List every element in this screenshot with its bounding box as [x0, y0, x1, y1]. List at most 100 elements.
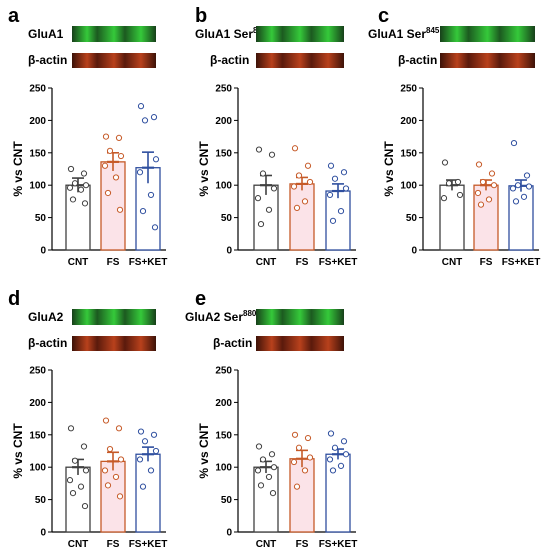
bar-fs-ket [325, 453, 351, 533]
data-point [290, 458, 298, 466]
data-point [293, 204, 301, 211]
data-point [71, 180, 79, 187]
bar-fs-ket [325, 190, 351, 251]
data-point [106, 147, 114, 154]
y-tick-label: 100 [215, 181, 232, 192]
data-point [456, 191, 464, 199]
x-category-label: FS [107, 257, 120, 268]
data-point [514, 182, 522, 189]
y-tick-label: 0 [40, 246, 46, 257]
bar-fs-ket [508, 185, 534, 251]
data-point [257, 220, 265, 228]
data-point [509, 185, 517, 192]
blot-target-label: GluA1 [28, 27, 64, 41]
blot-loading-label: β-actin [28, 53, 67, 67]
blot-target-label: GluA2 Ser880 [185, 309, 257, 324]
blot-loading-band [72, 53, 156, 68]
y-tick-label: 200 [400, 116, 417, 127]
data-point [80, 443, 88, 450]
data-point [102, 417, 110, 424]
blot-target-band [440, 26, 535, 42]
data-point [139, 483, 147, 490]
data-point [291, 145, 299, 152]
data-point [82, 182, 90, 189]
data-point [150, 431, 158, 438]
y-tick-label: 50 [35, 495, 47, 506]
data-point [104, 482, 112, 489]
data-point [115, 134, 123, 141]
y-tick-label: 200 [215, 116, 232, 127]
data-point [77, 186, 85, 193]
blot-target-band [72, 309, 156, 325]
data-point [150, 114, 158, 121]
x-category-label: FS+KET [319, 539, 358, 550]
x-category-label: FS [480, 257, 493, 268]
data-point [254, 195, 262, 202]
data-point [255, 443, 263, 450]
data-point [293, 483, 301, 490]
data-point [69, 490, 77, 497]
data-point [112, 174, 120, 181]
data-point [337, 462, 345, 470]
bar-fs-ket [135, 453, 161, 533]
x-category-label: FS+KET [502, 257, 541, 268]
data-point [340, 169, 348, 176]
data-point [106, 445, 114, 453]
data-point [329, 467, 337, 474]
data-point [490, 182, 498, 189]
blot-target-label: GluA2 [28, 310, 64, 324]
blot-loading-label: β-actin [28, 336, 67, 350]
y-tick-label: 50 [221, 213, 233, 224]
data-point [116, 493, 124, 500]
data-point [342, 451, 350, 458]
data-point [265, 473, 273, 481]
x-category-label: FS [296, 539, 309, 550]
data-point [116, 206, 124, 213]
data-point [137, 103, 145, 110]
data-point [510, 139, 518, 147]
data-point [136, 169, 144, 176]
bar-cnt [253, 466, 279, 533]
data-point [147, 467, 155, 474]
data-point [117, 456, 125, 463]
data-point [66, 477, 74, 484]
data-point [326, 191, 334, 199]
data-point [259, 456, 267, 463]
y-tick-label: 0 [40, 528, 46, 539]
x-category-label: CNT [68, 257, 89, 268]
data-point [81, 502, 89, 510]
data-point [295, 444, 303, 451]
blot-loading-band [256, 336, 344, 351]
y-tick-label: 250 [215, 366, 232, 377]
data-point [152, 156, 160, 163]
data-point [82, 467, 90, 474]
data-point [268, 451, 276, 458]
bar-fs [289, 183, 315, 251]
y-tick-label: 250 [215, 84, 232, 95]
y-tick-label: 200 [215, 398, 232, 409]
x-category-label: CNT [442, 257, 463, 268]
data-point [254, 467, 262, 474]
data-point [523, 172, 531, 179]
x-category-label: FS+KET [129, 257, 168, 268]
blot-loading-band [72, 336, 156, 351]
panel-letter: d [8, 288, 20, 310]
data-point [151, 224, 159, 231]
data-point [117, 152, 125, 160]
bar-fs-ket [135, 167, 161, 251]
y-tick-label: 150 [400, 148, 417, 159]
y-tick-label: 150 [215, 430, 232, 441]
data-point [331, 175, 339, 182]
y-axis-label: % vs CNT [11, 423, 25, 479]
data-point [141, 438, 149, 445]
panel-d: d GluA2 β-actin 0 50 100 150 200 250 % vs CNT CNT F… [8, 288, 167, 550]
blot-loading-band [440, 53, 535, 68]
y-tick-label: 50 [221, 495, 233, 506]
data-point [265, 206, 273, 213]
data-point [485, 196, 493, 203]
data-point [115, 425, 123, 432]
